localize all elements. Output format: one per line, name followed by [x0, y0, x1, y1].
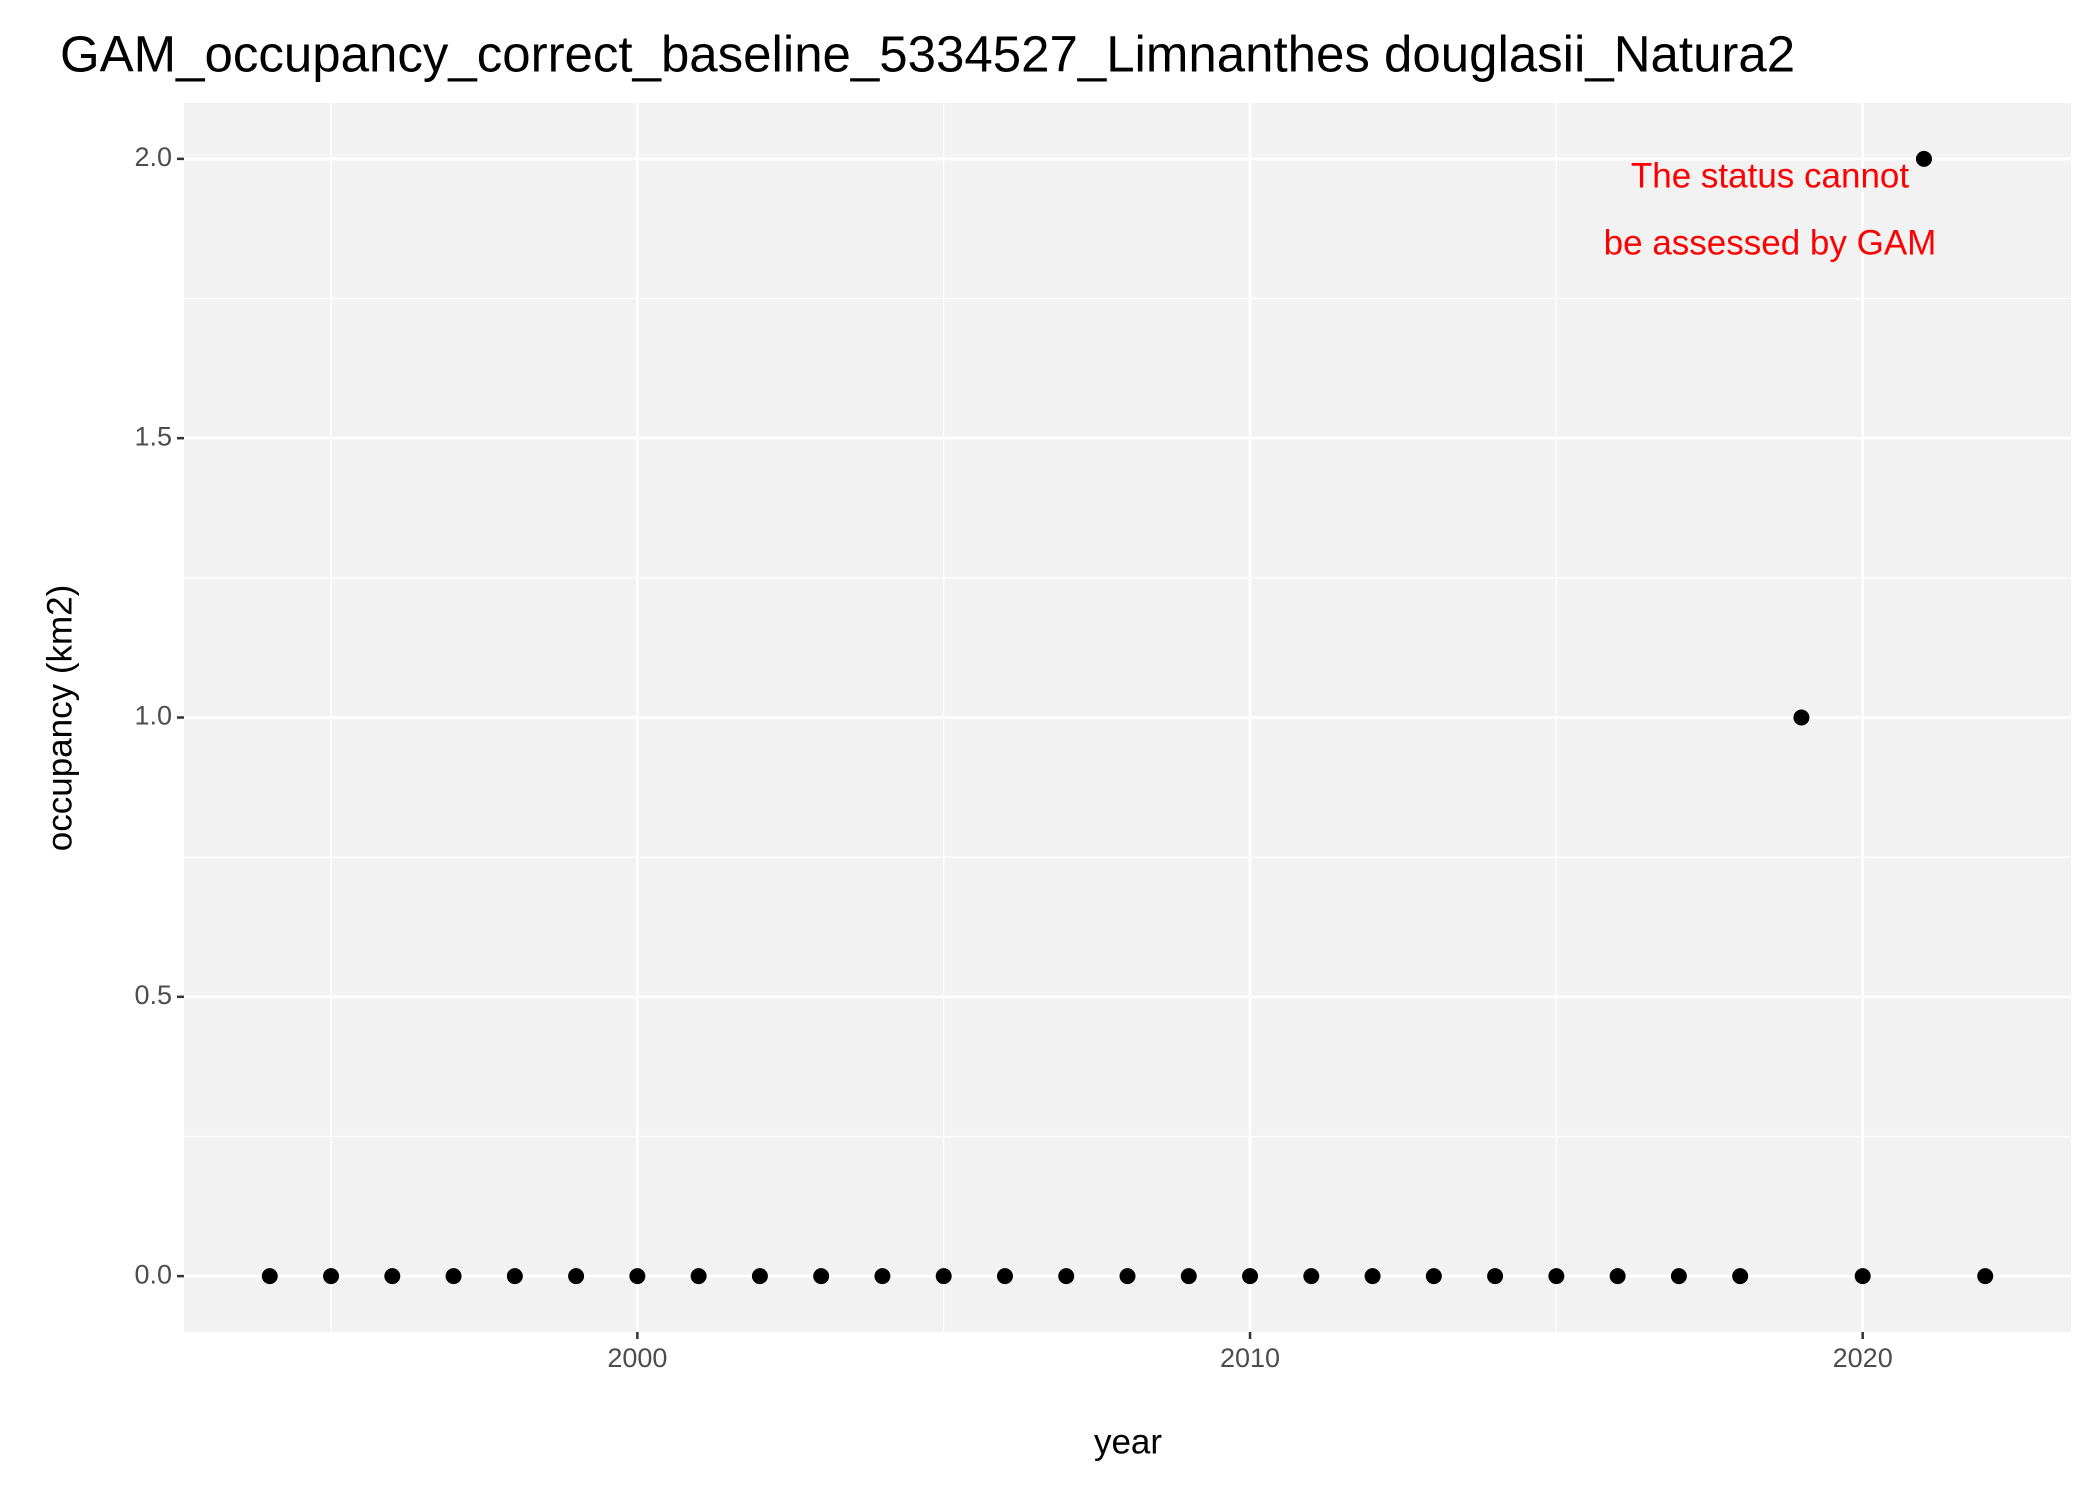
x-tick-label: 2000 — [607, 1343, 667, 1373]
point — [1915, 150, 1932, 167]
point — [1303, 1268, 1320, 1285]
point — [629, 1268, 646, 1285]
point — [506, 1268, 523, 1285]
point — [1180, 1268, 1197, 1285]
point — [1548, 1268, 1565, 1285]
point — [690, 1268, 707, 1285]
point — [935, 1268, 952, 1285]
y-tick-label: 0.0 — [134, 1259, 172, 1289]
point — [1609, 1268, 1626, 1285]
point — [261, 1268, 278, 1285]
point — [384, 1268, 401, 1285]
point — [1058, 1268, 1075, 1285]
point — [751, 1268, 768, 1285]
x-axis-label: year — [1094, 1422, 1162, 1461]
point — [1119, 1268, 1136, 1285]
point — [1242, 1268, 1259, 1285]
y-tick-label: 0.5 — [134, 980, 172, 1010]
x-tick-label: 2010 — [1220, 1343, 1280, 1373]
y-axis-label: occupancy (km2) — [40, 585, 79, 851]
annotation: The status cannot — [1631, 156, 1909, 195]
chart-title: GAM_occupancy_correct_baseline_5334527_L… — [60, 25, 1795, 82]
point — [1487, 1268, 1504, 1285]
point — [996, 1268, 1013, 1285]
point — [323, 1268, 340, 1285]
point — [445, 1268, 462, 1285]
point — [568, 1268, 585, 1285]
point — [813, 1268, 830, 1285]
y-tick-label: 2.0 — [134, 142, 172, 172]
x-tick-label: 2020 — [1833, 1343, 1893, 1373]
y-tick-label: 1.0 — [134, 701, 172, 731]
annotation: be assessed by GAM — [1604, 223, 1937, 262]
point — [1425, 1268, 1442, 1285]
point — [1732, 1268, 1749, 1285]
point — [1977, 1268, 1994, 1285]
point — [1793, 709, 1810, 726]
y-tick-label: 1.5 — [134, 421, 172, 451]
point — [1670, 1268, 1687, 1285]
point — [874, 1268, 891, 1285]
point — [1854, 1268, 1871, 1285]
point — [1364, 1268, 1381, 1285]
